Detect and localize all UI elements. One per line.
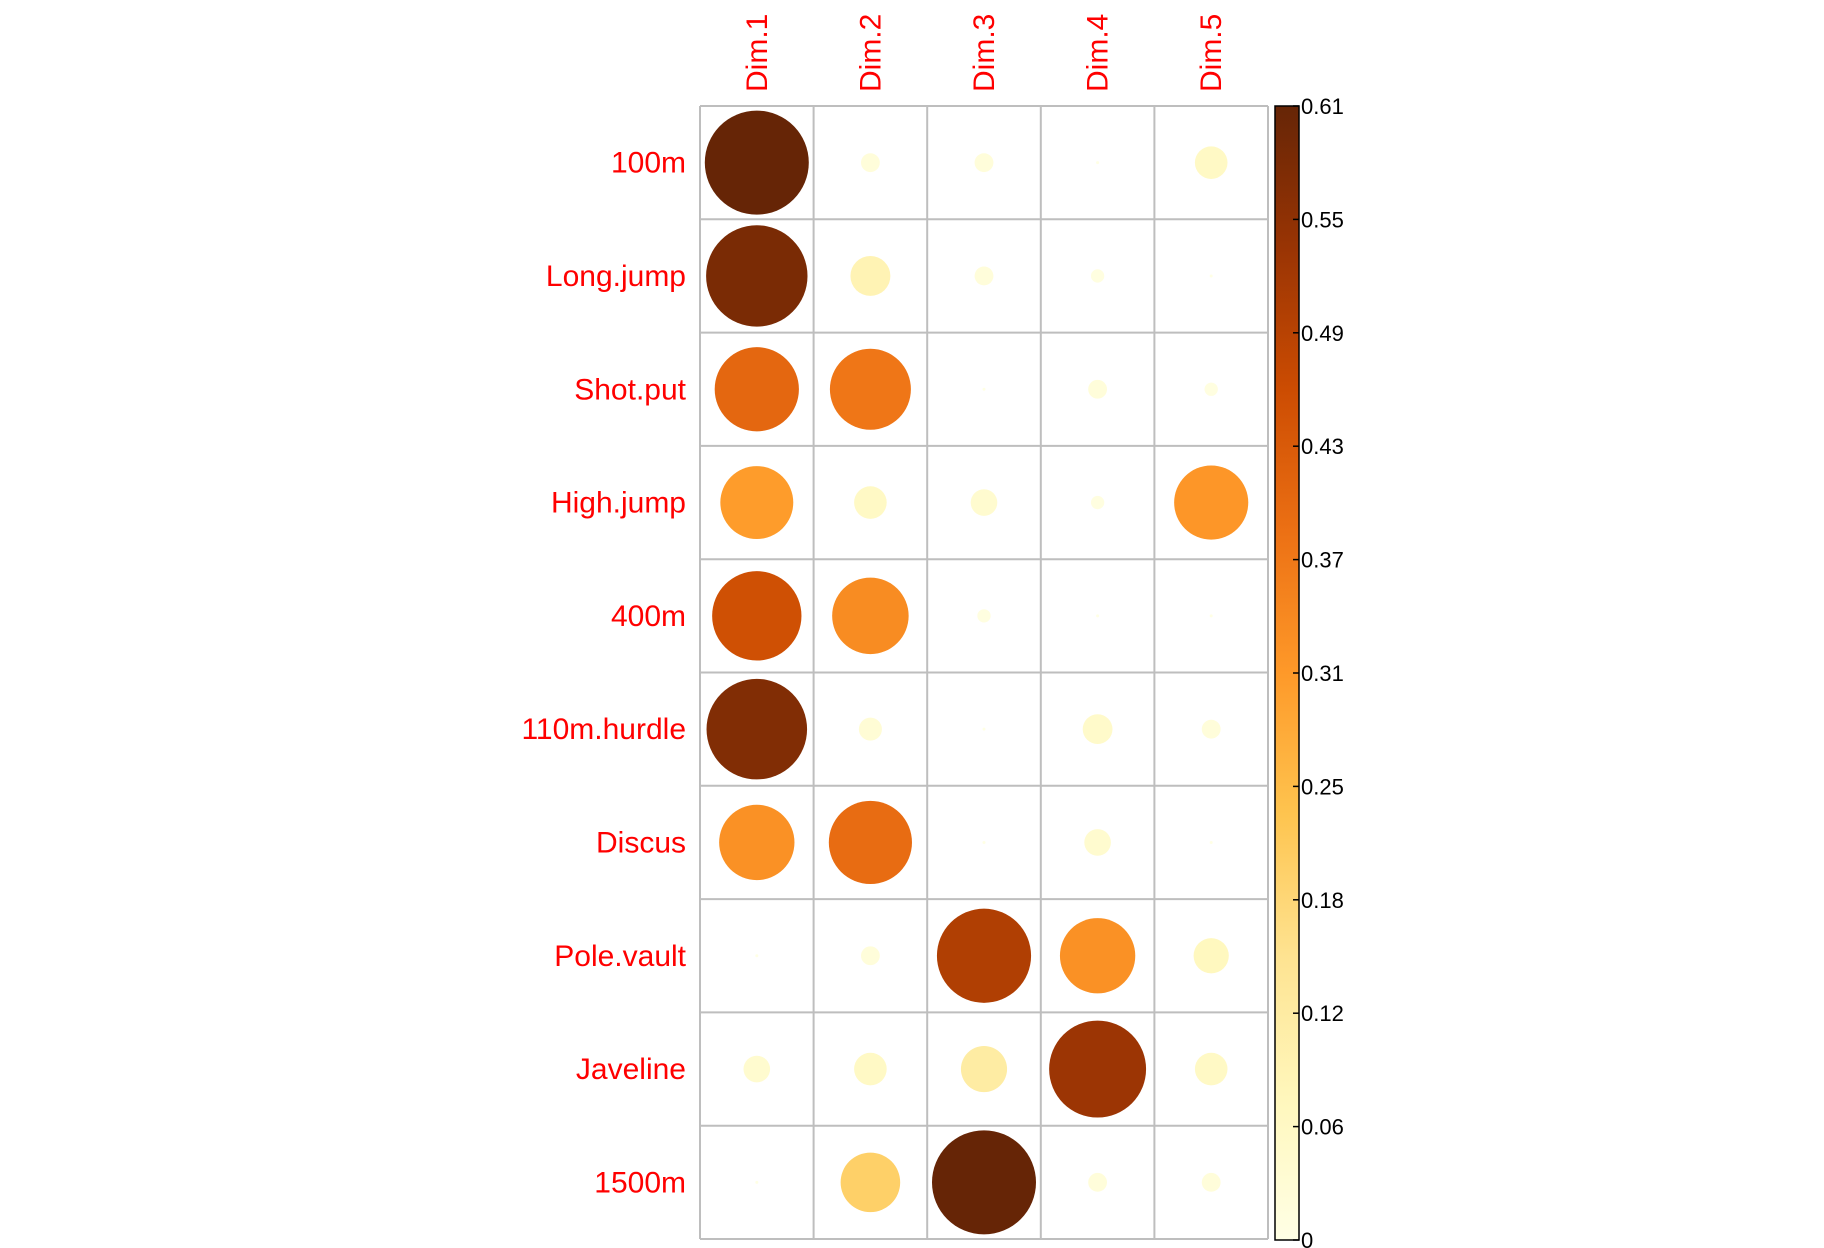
data-circle — [850, 255, 891, 296]
column-labels: Dim.1 Dim.2 Dim.3 Dim.4 Dim.5 — [741, 14, 1228, 92]
data-circle — [832, 577, 909, 655]
data-circle — [1194, 146, 1228, 179]
data-circle — [1209, 614, 1213, 618]
column-label: Dim.4 — [1082, 14, 1115, 92]
colorbar-legend: 0 0.06 0.12 0.18 0.25 0.31 0.37 0.43 0.49 0.55 0.6… — [1274, 94, 1344, 1248]
data-circle — [1088, 1172, 1108, 1192]
colorbar-tick-label: 0.18 — [1301, 888, 1344, 913]
row-label: Long.jump — [546, 260, 686, 293]
colorbar-tick-label: 0.49 — [1301, 321, 1344, 346]
data-circle — [1096, 614, 1100, 618]
data-circle — [960, 1045, 1008, 1093]
data-circle — [970, 489, 998, 516]
data-circle — [828, 800, 912, 885]
row-labels: 100m Long.jump Shot.put High.jump 400m 110m.h… — [521, 147, 686, 1200]
data-circle — [974, 266, 994, 286]
column-label: Dim.2 — [854, 14, 887, 92]
colorbar-tick-label: 0.31 — [1301, 661, 1344, 686]
data-circle — [1049, 1020, 1147, 1118]
colorbar-tick-label: 0.25 — [1301, 774, 1344, 799]
data-circle — [829, 348, 911, 430]
data-circle — [1204, 382, 1218, 396]
data-circle — [854, 486, 887, 519]
data-circle — [706, 678, 808, 780]
data-circle — [712, 571, 802, 661]
data-circle — [932, 1130, 1036, 1235]
colorbar-tick-label: 0 — [1301, 1228, 1313, 1248]
data-circle — [860, 946, 880, 966]
data-circle — [860, 153, 880, 173]
data-circle — [714, 347, 799, 432]
data-circle — [755, 1180, 759, 1184]
data-circle — [719, 804, 795, 881]
colorbar-tick-label: 0.37 — [1301, 548, 1344, 573]
row-label: 100m — [611, 147, 686, 180]
data-circle — [1201, 719, 1221, 739]
colorbar-tick-label: 0.55 — [1301, 207, 1344, 232]
data-circles — [704, 110, 1249, 1235]
data-circle — [1174, 465, 1249, 540]
colorbar-tick-label: 0.43 — [1301, 434, 1344, 459]
data-circle — [1201, 1172, 1221, 1192]
data-circle — [1082, 714, 1113, 745]
data-circle — [1090, 269, 1105, 283]
colorbar-tick-label: 0.61 — [1301, 94, 1344, 119]
data-circle — [1194, 1052, 1228, 1086]
data-circle — [840, 1152, 901, 1213]
data-circle — [1209, 274, 1213, 278]
data-circle — [982, 387, 986, 391]
data-circle — [982, 727, 986, 731]
colorbar-tick-label: 0.06 — [1301, 1115, 1344, 1140]
data-circle — [977, 609, 991, 623]
row-label: Shot.put — [574, 373, 686, 406]
data-circle — [858, 717, 882, 741]
row-label: Pole.vault — [554, 940, 686, 973]
column-label: Dim.1 — [741, 14, 774, 92]
data-circle — [1209, 840, 1213, 844]
plot-grid — [699, 105, 1269, 1240]
data-circle — [982, 840, 986, 844]
column-label: Dim.5 — [1195, 14, 1228, 92]
row-label: High.jump — [551, 487, 686, 520]
data-circle — [936, 908, 1032, 1003]
data-circle — [1059, 918, 1136, 994]
data-circle — [720, 466, 794, 540]
row-label: 110m.hurdle — [521, 713, 686, 746]
data-circle — [1096, 161, 1100, 165]
data-circle — [704, 110, 809, 215]
row-label: Javeline — [576, 1053, 686, 1086]
colorbar-tick-label: 0.12 — [1301, 1001, 1344, 1026]
row-label: Discus — [596, 826, 686, 859]
data-circle — [1088, 379, 1108, 399]
data-circle — [974, 153, 994, 173]
data-circle — [1193, 938, 1229, 974]
data-circle — [755, 954, 759, 958]
data-circle — [854, 1052, 887, 1086]
data-circle — [743, 1055, 771, 1083]
column-label: Dim.3 — [968, 14, 1001, 92]
data-circle — [706, 225, 808, 327]
row-label: 400m — [611, 600, 686, 633]
data-circle — [1090, 495, 1105, 510]
row-label: 1500m — [594, 1166, 686, 1199]
data-circle — [1084, 829, 1111, 856]
